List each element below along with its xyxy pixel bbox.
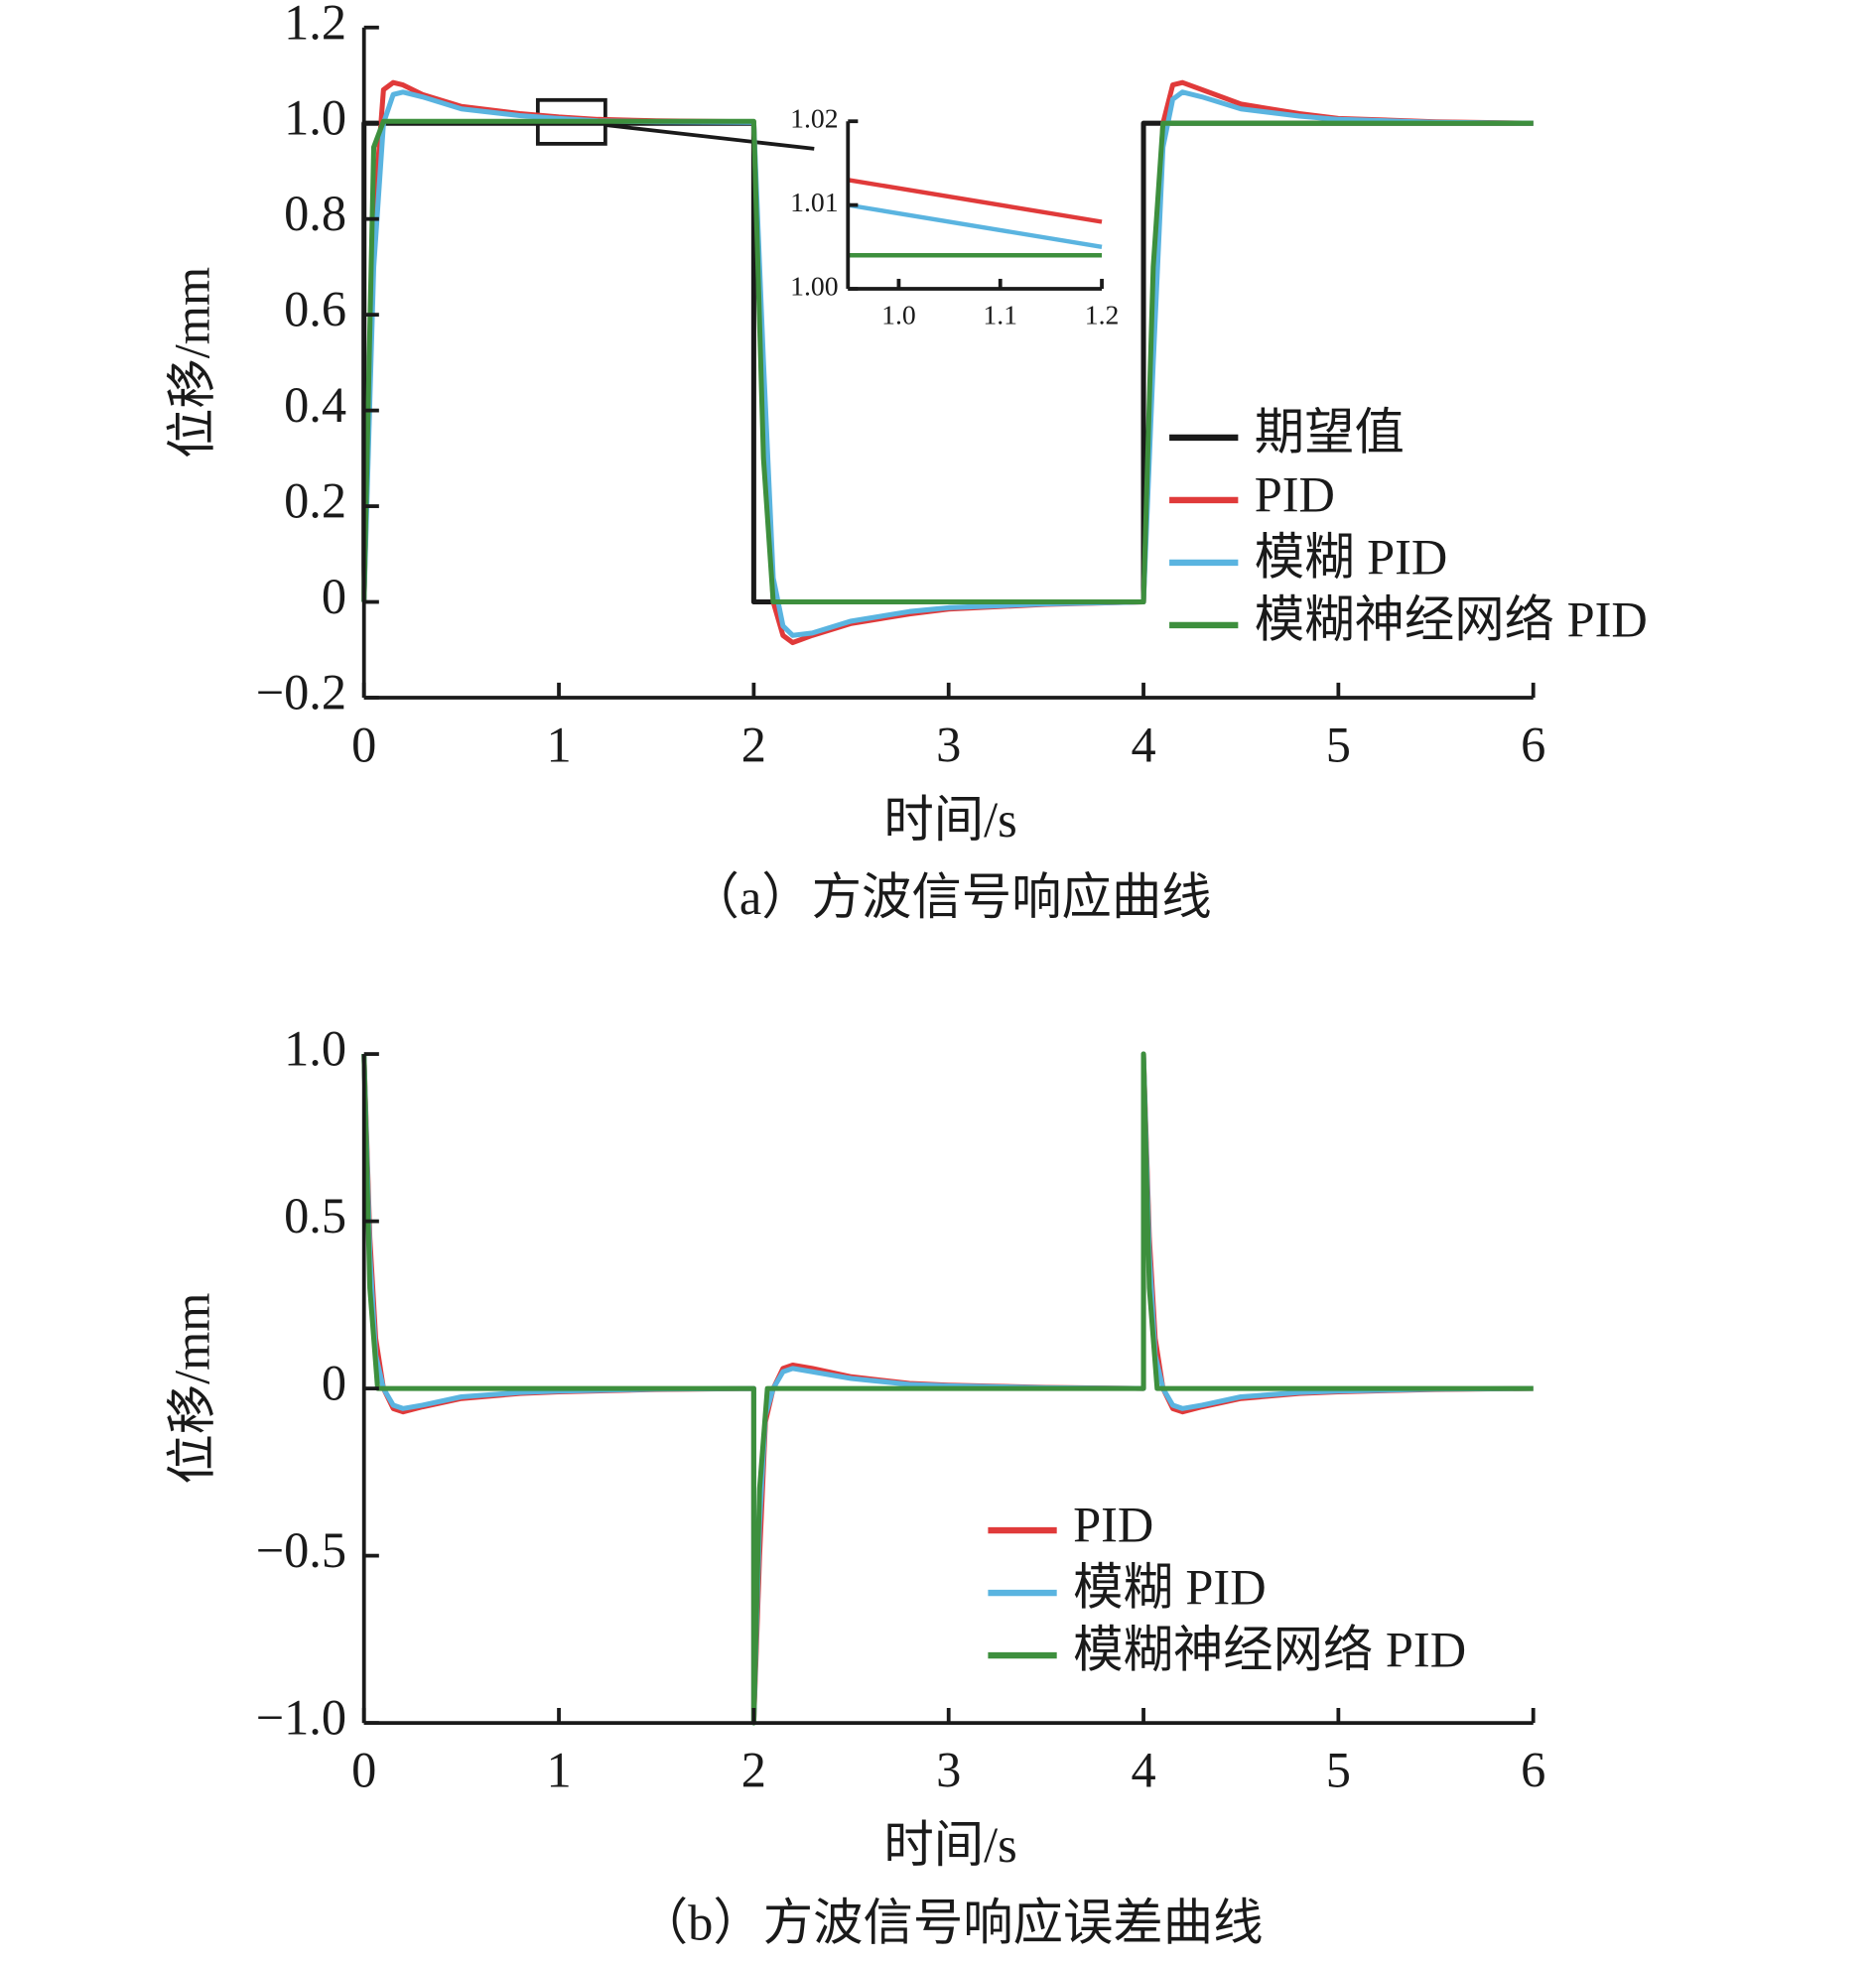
x-tick-label: 1.2 xyxy=(1085,299,1120,329)
legend-label: PID xyxy=(1255,467,1335,523)
y-axis-label: 位移/mm xyxy=(165,1293,220,1485)
y-tick-label: 1.0 xyxy=(284,1021,346,1077)
legend-label: 期望值 xyxy=(1255,405,1405,460)
y-tick-label: 0.5 xyxy=(284,1188,346,1243)
zoom-connector xyxy=(604,123,815,151)
x-axis-label: 时间/s xyxy=(883,1817,1016,1873)
series-line xyxy=(847,178,1103,224)
y-tick-label: 1.0 xyxy=(284,90,346,146)
y-tick-label: 0.8 xyxy=(284,186,346,241)
x-tick-label: 3 xyxy=(936,1743,961,1798)
x-tick-label: 1.1 xyxy=(983,299,1017,329)
y-tick-label: 0.4 xyxy=(284,377,346,433)
x-tick-label: 5 xyxy=(1326,717,1351,772)
legend-label: 模糊 PID xyxy=(1073,1560,1267,1616)
series-line xyxy=(847,202,1103,250)
y-tick-label: 1.01 xyxy=(790,187,838,217)
y-tick-label: 0.2 xyxy=(284,473,346,529)
x-tick-label: 6 xyxy=(1521,717,1545,772)
y-tick-label: −0.5 xyxy=(256,1522,346,1578)
legend-label: 模糊神经网络 PID xyxy=(1073,1623,1466,1678)
y-tick-label: 1.02 xyxy=(790,103,838,134)
y-tick-label: −0.2 xyxy=(256,665,346,720)
caption: （b）方波信号响应误差曲线 xyxy=(638,1895,1264,1950)
series-line xyxy=(361,1051,1534,1726)
y-tick-label: 0 xyxy=(322,569,346,624)
y-tick-label: −1.0 xyxy=(256,1690,346,1746)
y-tick-label: 0.6 xyxy=(284,282,346,337)
x-tick-label: 2 xyxy=(741,717,766,772)
x-tick-label: 4 xyxy=(1131,1743,1155,1798)
series-line xyxy=(361,118,1534,605)
series-line xyxy=(361,1051,1534,1726)
legend-label: 模糊 PID xyxy=(1255,530,1448,586)
x-tick-label: 1.0 xyxy=(881,299,916,329)
x-tick-label: 0 xyxy=(351,1743,376,1798)
x-tick-label: 4 xyxy=(1131,717,1155,772)
y-tick-label: 1.2 xyxy=(284,0,346,50)
series-line xyxy=(361,89,1534,638)
caption: （a）方波信号响应曲线 xyxy=(690,869,1212,925)
x-tick-label: 3 xyxy=(936,717,961,772)
y-tick-label: 1.00 xyxy=(790,270,838,301)
x-tick-label: 1 xyxy=(546,717,571,772)
x-tick-label: 0 xyxy=(351,717,376,772)
x-tick-label: 5 xyxy=(1326,1743,1351,1798)
x-axis-label: 时间/s xyxy=(883,792,1016,848)
legend-label: 模糊神经网络 PID xyxy=(1255,591,1648,647)
x-tick-label: 6 xyxy=(1521,1743,1545,1798)
y-tick-label: 0 xyxy=(322,1356,346,1411)
x-tick-label: 2 xyxy=(741,1743,766,1798)
x-tick-label: 1 xyxy=(546,1743,571,1798)
legend-label: PID xyxy=(1073,1498,1153,1553)
y-axis-label: 位移/mm xyxy=(165,267,220,458)
